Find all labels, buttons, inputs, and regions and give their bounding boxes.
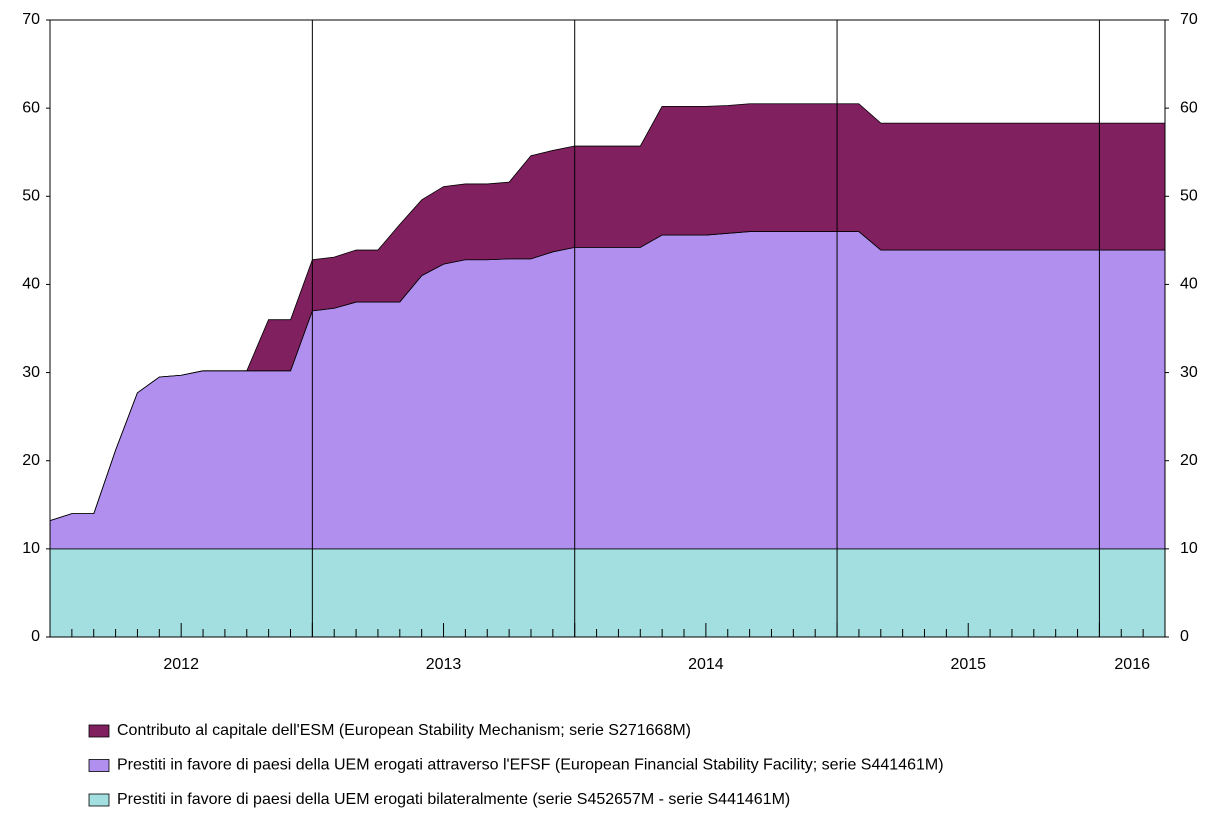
legend-label: Prestiti in favore di paesi della UEM er… [117,791,790,808]
y-tick-label: 60 [22,99,40,116]
x-tick-label: 2015 [950,656,986,673]
y-tick-label: 40 [22,276,40,293]
y-tick-label: 20 [22,452,40,469]
y2-tick-label: 40 [1180,276,1198,293]
y-tick-label: 50 [22,188,40,205]
legend-label: Prestiti in favore di paesi della UEM er… [117,757,944,774]
y-tick-label: 70 [22,11,40,28]
legend-label: Contributo al capitale dell'ESM (Europea… [117,722,691,739]
x-tick-label: 2014 [688,656,724,673]
y2-tick-label: 0 [1180,628,1189,645]
y2-tick-label: 50 [1180,188,1198,205]
y2-tick-label: 20 [1180,452,1198,469]
legend-swatch [88,724,110,738]
y-tick-label: 30 [22,364,40,381]
x-tick-label: 2016 [1114,656,1150,673]
y-tick-label: 0 [31,628,40,645]
area [49,231,1166,550]
legend-swatch [88,793,110,807]
y2-tick-label: 30 [1180,364,1198,381]
x-tick-label: 2012 [163,656,199,673]
legend-swatch [88,759,110,772]
area [49,548,1166,638]
y-tick-label: 10 [22,540,40,557]
x-tick-label: 2013 [426,656,462,673]
plot-frame [49,19,1166,638]
y2-tick-label: 70 [1180,11,1198,28]
y2-tick-label: 10 [1180,540,1198,557]
y2-tick-label: 60 [1180,99,1198,116]
